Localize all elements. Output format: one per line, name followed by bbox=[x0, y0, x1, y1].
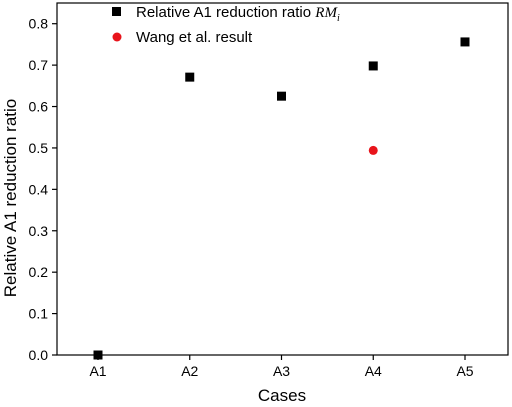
y-tick-label: 0.2 bbox=[29, 264, 49, 280]
data-point-square-A3 bbox=[277, 91, 286, 101]
legend-label-wang: Wang et al. result bbox=[136, 29, 253, 46]
legend-label-subscript: i bbox=[337, 13, 340, 24]
legend-label-relative-ratio: Relative A1 reduction ratio RMi bbox=[136, 4, 340, 24]
y-tick-label: 0.4 bbox=[29, 181, 49, 197]
legend-marker-circle bbox=[112, 32, 122, 42]
data-points bbox=[93, 37, 470, 360]
legend: Relative A1 reduction ratio RMi Wang et … bbox=[112, 4, 340, 46]
data-point-square-A2 bbox=[185, 72, 195, 82]
x-tick-label: A1 bbox=[89, 363, 106, 379]
y-axis-title: Relative A1 reduction ratio bbox=[1, 99, 20, 297]
x-axis-title: Cases bbox=[258, 386, 306, 405]
x-tick-label: A5 bbox=[456, 363, 473, 379]
x-tick-label: A2 bbox=[181, 363, 198, 379]
y-tick-label: 0.1 bbox=[29, 306, 49, 322]
y-tick-label: 0.5 bbox=[29, 140, 49, 156]
y-tick-label: 0.3 bbox=[29, 223, 49, 239]
y-tick-label: 0.6 bbox=[29, 99, 49, 115]
y-tick-label: 0.0 bbox=[29, 347, 49, 363]
x-tick-label: A4 bbox=[365, 363, 382, 379]
data-point-square-A1 bbox=[93, 350, 103, 360]
y-tick-label: 0.8 bbox=[29, 16, 49, 32]
x-tick-label: A3 bbox=[273, 363, 290, 379]
data-point-circle-A4 bbox=[368, 145, 378, 155]
plot-frame bbox=[56, 2, 509, 356]
legend-marker-square bbox=[112, 7, 121, 16]
data-point-square-A4 bbox=[368, 61, 378, 71]
ticks: 0.0 0.1 0.2 0.3 0.4 0.5 0.6 0.7 0.8 A1 A2 A3 A4 A5 bbox=[29, 16, 474, 379]
legend-label-math: RM bbox=[314, 5, 338, 21]
data-point-square-A5 bbox=[460, 37, 470, 47]
plot-area bbox=[56, 2, 509, 356]
legend-label-text: Relative A1 reduction ratio bbox=[136, 4, 315, 21]
y-tick-label: 0.7 bbox=[29, 57, 49, 73]
